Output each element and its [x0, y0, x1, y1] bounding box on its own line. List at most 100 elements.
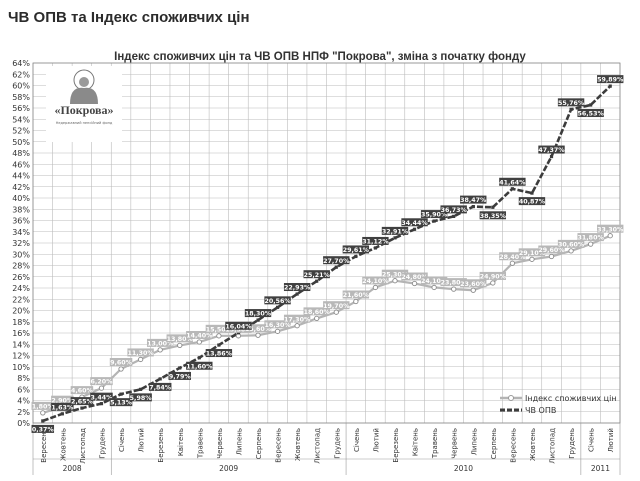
- x-tick-label: Грудень: [568, 428, 576, 459]
- nav-data-label-box: [90, 392, 113, 401]
- x-tick-label: Жовтень: [294, 428, 302, 461]
- cpi-data-label-box: [499, 252, 526, 261]
- nav-data-label-text: 41,64%: [499, 179, 526, 186]
- cpi-data-label: 15,50%: [205, 324, 233, 333]
- cpi-point: [490, 280, 496, 286]
- nav-data-label-box: [70, 397, 94, 406]
- cpi-data-label: 13,80%: [166, 334, 194, 343]
- nav-point: [315, 279, 319, 283]
- nav-point: [41, 419, 45, 423]
- cpi-data-label: 29,60%: [538, 245, 565, 254]
- cpi-point: [392, 278, 398, 284]
- nav-data-label-text: 56,53%: [578, 111, 605, 118]
- nav-data-label: 27,70%: [323, 256, 350, 265]
- cpi-data-label-box: [362, 276, 389, 285]
- nav-data-label-text: 34,44%: [401, 220, 428, 227]
- nav-data-label-box: [401, 218, 428, 227]
- cpi-point: [196, 339, 202, 345]
- cpi-point: [470, 287, 476, 293]
- cpi-data-label-box: [244, 324, 272, 333]
- y-tick-label: 30%: [12, 250, 30, 259]
- nav-point: [158, 377, 162, 381]
- nav-data-label-box: [51, 402, 74, 411]
- cpi-data-label-text: 15,50%: [225, 326, 252, 333]
- cpi-data-label-text: 24,90%: [480, 274, 507, 281]
- cpi-data-label-box: [303, 307, 330, 316]
- nav-data-label-box: [168, 371, 191, 380]
- nav-data-label-box: [577, 109, 604, 118]
- x-tick-label: Березень: [157, 428, 165, 463]
- nav-data-label: 29,61%: [342, 245, 370, 254]
- y-tick-label: 50%: [12, 138, 30, 147]
- cpi-data-label-box: [51, 395, 74, 404]
- nav-data-label-box: [129, 393, 152, 402]
- cpi-data-label: 24,90%: [479, 271, 507, 281]
- y-tick-label: 16%: [12, 329, 30, 338]
- y-tick-label: 36%: [12, 217, 30, 226]
- x-tick-label: Вересень: [509, 428, 517, 463]
- y-tick-label: 24%: [12, 284, 30, 293]
- y-tick-label: 22%: [12, 295, 30, 304]
- x-tick-label: Квітень: [177, 428, 185, 456]
- nav-point: [354, 254, 358, 259]
- cpi-data-label: 14,40%: [186, 331, 213, 340]
- logo-name: «Покрова»: [54, 103, 113, 117]
- nav-point: [393, 236, 397, 240]
- cpi-data-label-text: 2,90%: [51, 397, 74, 404]
- nav-data-label: 25,21%: [303, 270, 331, 279]
- cpi-data-label-text: 24,10%: [362, 278, 389, 285]
- nav-data-label-box: [420, 210, 448, 219]
- y-tick-label: 14%: [12, 340, 30, 349]
- cpi-point: [509, 260, 516, 266]
- cpi-data-label-box: [283, 314, 311, 323]
- cpi-data-label-text: 29,60%: [538, 247, 565, 254]
- cpi-data-label-text: 15,60%: [245, 326, 272, 333]
- y-tick-label: 58%: [12, 93, 30, 102]
- y-axis: 0% 2% 4% 6% 8% 10% 12% 14% 16% 18% 20% 22% 24% 26% 28%…: [12, 59, 30, 428]
- nav-data-label-box: [225, 321, 252, 330]
- nav-data-label: 7,84%: [148, 382, 172, 392]
- nav-data-label-box: [362, 236, 389, 245]
- cpi-data-label-text: 13,00%: [147, 340, 174, 347]
- x-tick-label: Листопад: [314, 428, 322, 464]
- cpi-data-label-box: [166, 334, 193, 343]
- x-tick-label: Лютий: [372, 428, 380, 452]
- y-tick-label: 56%: [12, 104, 30, 113]
- nav-data-label-text: 35,90%: [421, 212, 448, 219]
- nav-data-label-text: 16,04%: [225, 323, 252, 330]
- cpi-data-label-text: 13,80%: [167, 336, 194, 343]
- cpi-data-label-text: 4,60%: [71, 388, 94, 395]
- cpi-data-label: 29,10%: [518, 248, 546, 257]
- cpi-data-label-box: [597, 224, 624, 233]
- y-tick-label: 2%: [17, 408, 30, 417]
- nav-point: [80, 406, 84, 410]
- y-tick-label: 28%: [12, 262, 30, 271]
- cpi-data-label-text: 1,80%: [32, 403, 55, 410]
- year-label: 2011: [591, 464, 610, 473]
- nav-data-label: 35,90%: [420, 210, 448, 219]
- nav-data-label: 3,44%: [90, 392, 113, 401]
- logo-figure: [70, 87, 98, 104]
- y-tick-label: 12%: [12, 352, 30, 361]
- cpi-data-label-box: [205, 324, 233, 333]
- cpi-data-label: 15,60%: [244, 324, 272, 333]
- legend: Індекс споживчих цін ЧВ ОПВ: [500, 394, 617, 415]
- nav-data-label-text: 5,13%: [110, 400, 133, 407]
- nav-data-label: 9,79%: [168, 371, 191, 381]
- x-tick-label: Липень: [235, 428, 243, 455]
- cpi-point: [216, 333, 222, 339]
- cpi-data-label: 25,30%: [381, 269, 409, 278]
- cpi-data-label-box: [460, 279, 487, 288]
- nav-point: [217, 343, 221, 347]
- nav-data-label-text: 36,73%: [441, 207, 468, 214]
- logo-tagline: Недержавний пенсійний фонд: [56, 121, 113, 125]
- cpi-data-label-text: 29,10%: [519, 250, 546, 257]
- nav-data-label-box: [31, 424, 55, 433]
- nav-data-label: 31,12%: [362, 236, 389, 246]
- nav-data-label-box: [148, 382, 172, 391]
- nav-point: [99, 402, 104, 406]
- cpi-point: [529, 256, 535, 262]
- y-tick-label: 44%: [12, 172, 30, 181]
- cpi-point: [314, 315, 320, 322]
- year-label: 2008: [63, 464, 82, 473]
